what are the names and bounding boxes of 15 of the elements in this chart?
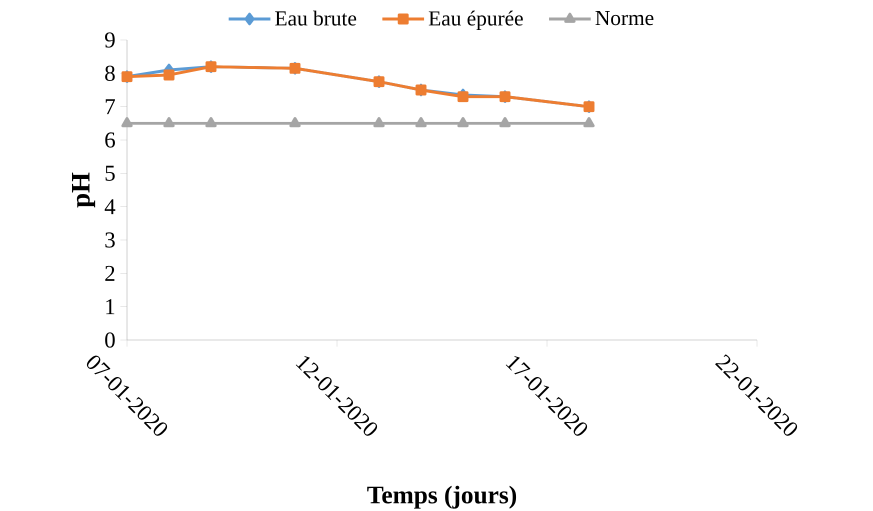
y-axis-title: pH bbox=[72, 172, 96, 208]
y-tick-label: 6 bbox=[105, 132, 115, 148]
y-tick-label: 7 bbox=[106, 99, 115, 114]
y-tick-label: 3 bbox=[105, 232, 115, 248]
y-tick-label: 0 bbox=[105, 332, 115, 348]
legend-label: Eau épurée bbox=[428, 10, 523, 30]
y-tick-label: 5 bbox=[106, 166, 115, 181]
y-tick-label: 1 bbox=[106, 299, 114, 314]
x-axis-title: Temps (jours) bbox=[367, 486, 516, 509]
y-tick-label: 9 bbox=[105, 32, 115, 48]
legend-label: Eau brute bbox=[275, 10, 356, 26]
y-tick-label: 8 bbox=[105, 66, 115, 81]
y-tick-label: 2 bbox=[105, 266, 114, 281]
y-tick-label: 4 bbox=[104, 199, 116, 214]
legend-label: Norme bbox=[595, 11, 654, 26]
